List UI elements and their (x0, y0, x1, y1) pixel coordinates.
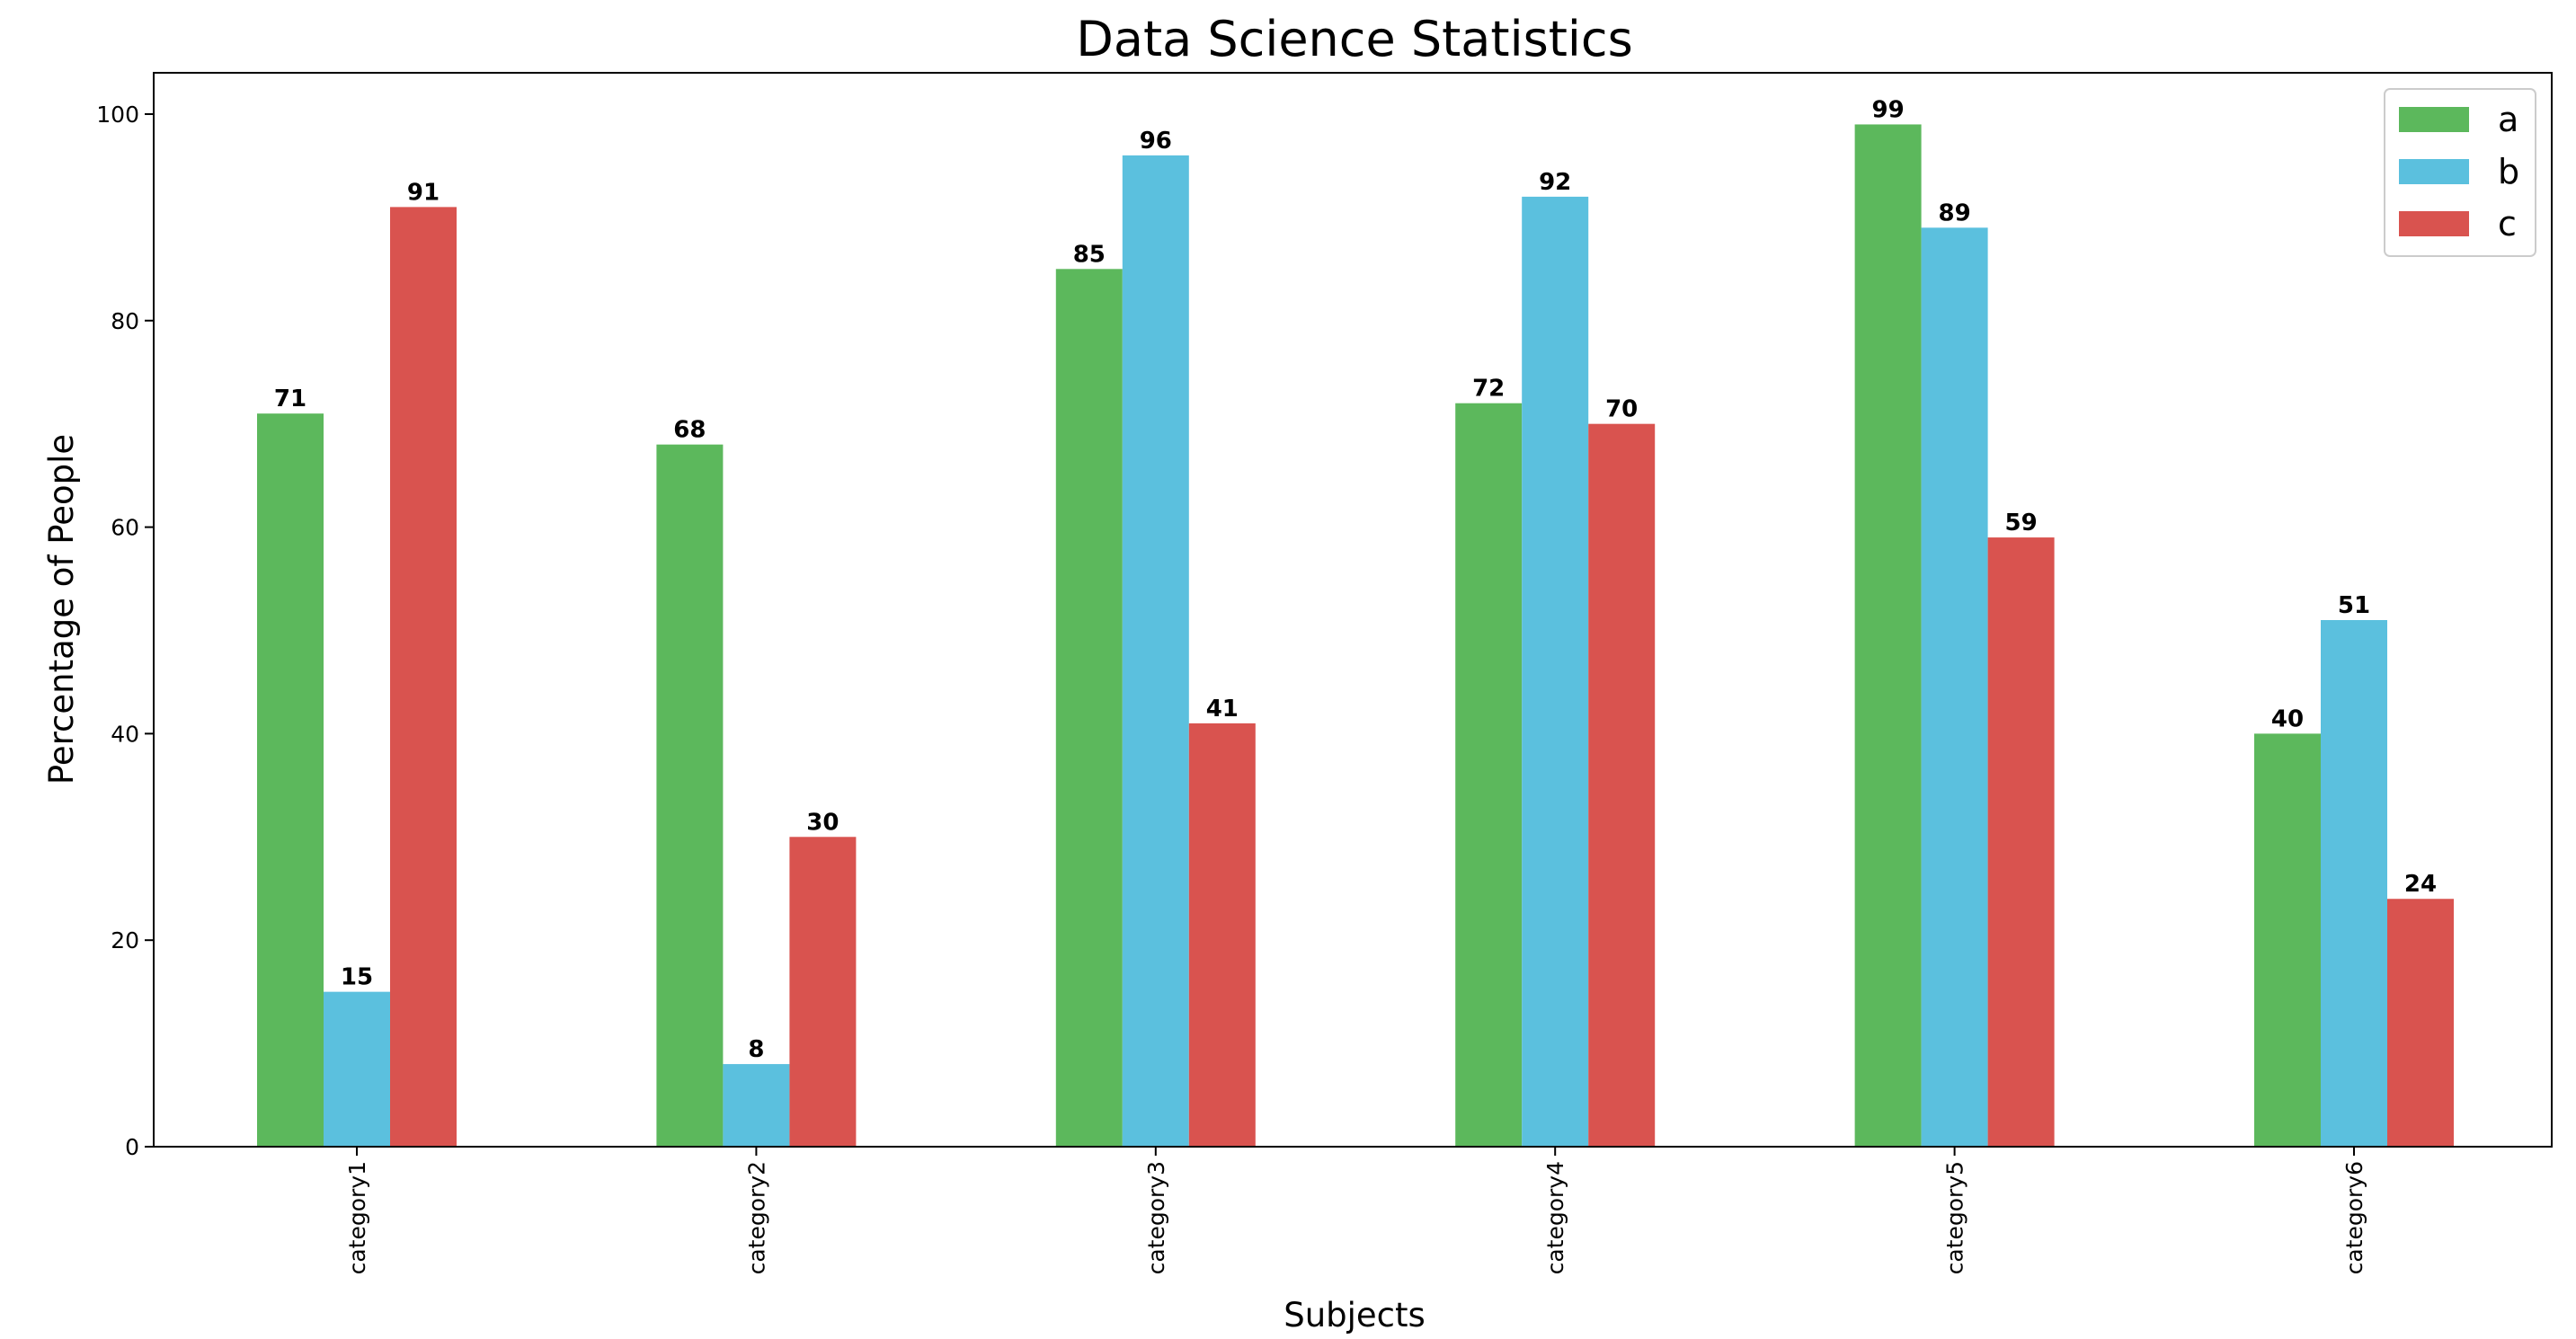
y-tick-label: 80 (111, 308, 139, 334)
bar-value-label: 68 (673, 417, 706, 444)
bar-labels-group: 71 15 91 68 8 30 85 96 41 72 92 70 99 89 59 40 51 24 (274, 96, 2437, 1063)
y-tick-label: 0 (125, 1134, 139, 1160)
legend-swatch-c (2399, 211, 2469, 236)
y-tick-label: 100 (96, 102, 139, 128)
bar-value-label: 59 (2005, 510, 2038, 536)
x-tick-label: category1 (344, 1161, 370, 1274)
bar-value-label: 70 (1605, 396, 1638, 423)
bar-value-label: 72 (1472, 376, 1505, 403)
x-axis: category1 category2 category3 category4 cate… (344, 1147, 2367, 1274)
bar-c-category1 (390, 207, 457, 1147)
bar-b-category3 (1122, 155, 1189, 1147)
bar-value-label: 96 (1140, 128, 1172, 155)
bar-value-label: 99 (1872, 96, 1905, 123)
legend-swatch-a (2399, 107, 2469, 132)
bar-value-label: 89 (1939, 200, 1971, 226)
x-tick-label: category3 (1143, 1161, 1169, 1274)
y-axis: 0 20 40 60 80 100 (96, 102, 154, 1160)
bar-a-category1 (257, 413, 324, 1147)
bar-b-category4 (1522, 196, 1589, 1147)
bar-c-category6 (2387, 899, 2454, 1147)
bar-c-category2 (789, 837, 857, 1147)
x-tick-label: category4 (1542, 1161, 1568, 1274)
bar-b-category5 (1921, 227, 1988, 1147)
chart-title: Data Science Statistics (1076, 11, 1632, 67)
legend: abc (2384, 88, 2536, 257)
y-tick-label: 20 (111, 927, 139, 953)
bar-a-category2 (656, 444, 724, 1148)
bar-value-label: 92 (1539, 169, 1571, 196)
x-tick-label: category6 (2341, 1161, 2367, 1274)
y-axis-label: Percentage of People (42, 434, 81, 785)
bar-a-category4 (1455, 403, 1523, 1147)
bar-value-label: 71 (274, 386, 306, 412)
bar-value-label: 15 (341, 964, 373, 991)
y-tick-label: 60 (111, 515, 139, 541)
bar-b-category1 (324, 991, 390, 1147)
bars-group (257, 124, 2454, 1148)
bar-value-label: 40 (2271, 705, 2304, 732)
x-axis-label: Subjects (1284, 1296, 1426, 1335)
x-tick-label: category5 (1942, 1161, 1968, 1274)
bar-value-label: 85 (1073, 241, 1106, 268)
legend-label-c: c (2498, 204, 2517, 244)
bar-value-label: 41 (1206, 696, 1239, 723)
bar-value-label: 8 (748, 1036, 764, 1063)
x-tick-label: category2 (743, 1161, 769, 1274)
bar-value-label: 51 (2338, 592, 2370, 619)
bar-a-category3 (1055, 269, 1123, 1147)
bar-b-category2 (723, 1064, 790, 1147)
bar-a-category5 (1854, 124, 1922, 1148)
legend-swatch-b (2399, 159, 2469, 184)
legend-label-b: b (2498, 152, 2519, 191)
bar-a-category6 (2254, 733, 2321, 1147)
legend-label-a: a (2498, 100, 2518, 139)
bar-c-category5 (1987, 537, 2055, 1147)
plot-frame (153, 72, 2553, 1148)
bar-value-label: 91 (407, 179, 440, 206)
bar-value-label: 24 (2404, 871, 2437, 898)
bar-c-category4 (1588, 423, 1656, 1147)
y-tick-label: 40 (111, 721, 139, 747)
bar-value-label: 30 (806, 809, 839, 836)
bar-c-category3 (1188, 723, 1256, 1147)
bar-b-category6 (2321, 619, 2387, 1147)
